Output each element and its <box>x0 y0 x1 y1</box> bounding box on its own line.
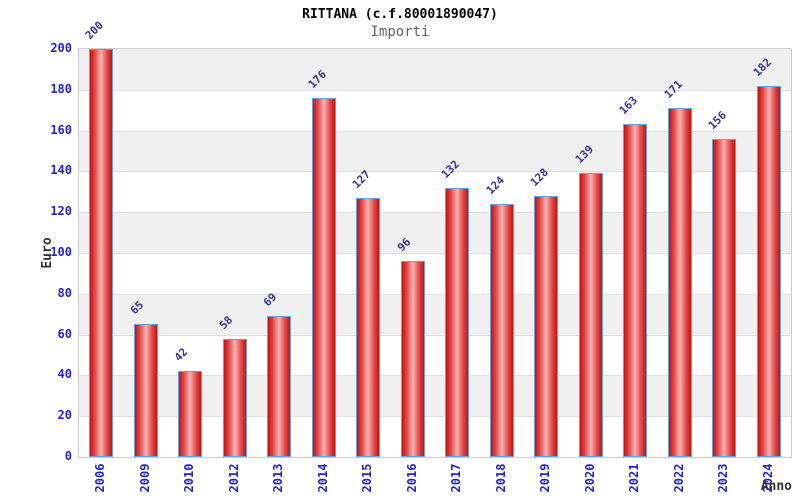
x-tick-label: 2013 <box>271 463 285 493</box>
y-tick-label: 40 <box>57 367 72 381</box>
chart-title: RITTANA (c.f.80001890047) <box>302 7 498 22</box>
plot-band <box>79 49 791 90</box>
y-tick-label: 100 <box>50 245 72 259</box>
gridline <box>79 212 791 214</box>
gridline <box>79 293 791 295</box>
bar <box>178 371 202 457</box>
y-tick-label: 140 <box>50 163 72 177</box>
gridline <box>79 375 791 377</box>
x-tick-label: 2015 <box>360 463 374 493</box>
bar <box>401 261 425 457</box>
x-tick-label: 2012 <box>227 463 241 493</box>
bar <box>490 204 514 457</box>
plot-area <box>78 48 792 458</box>
x-tick-label: 2021 <box>627 463 641 493</box>
gridline <box>79 130 791 132</box>
bar <box>356 198 380 457</box>
y-tick-label: 160 <box>50 123 72 137</box>
x-tick-label: 2014 <box>316 463 330 493</box>
y-tick-label: 20 <box>57 408 72 422</box>
bar <box>534 196 558 457</box>
bar <box>712 139 736 457</box>
y-tick-label: 60 <box>57 327 72 341</box>
y-tick-label: 0 <box>64 449 72 463</box>
gridline <box>79 89 791 91</box>
gridline <box>79 416 791 418</box>
x-tick-label: 2018 <box>494 463 508 493</box>
bar <box>312 98 336 457</box>
x-tick-label: 2019 <box>538 463 552 493</box>
x-tick-label: 2023 <box>716 463 730 493</box>
y-tick-label: 180 <box>50 82 72 96</box>
bar <box>134 324 158 457</box>
x-tick-label: 2022 <box>672 463 686 493</box>
bar <box>668 108 692 457</box>
y-tick-label: 120 <box>50 204 72 218</box>
y-tick-label: 80 <box>57 286 72 300</box>
gridline <box>79 253 791 254</box>
x-tick-label: 2010 <box>182 463 196 493</box>
bar <box>623 124 647 457</box>
bar <box>89 49 113 457</box>
x-tick-label: 2006 <box>93 463 107 493</box>
gridline <box>79 171 791 173</box>
x-tick-label: 2020 <box>583 463 597 493</box>
bar <box>267 316 291 457</box>
y-tick-label: 200 <box>50 41 72 55</box>
x-tick-label: 2009 <box>138 463 152 493</box>
x-axis-title: Anno <box>760 479 792 494</box>
bar <box>579 173 603 457</box>
bar <box>757 86 781 457</box>
bar <box>445 188 469 457</box>
x-tick-label: 2017 <box>449 463 463 493</box>
x-tick-label: 2016 <box>405 463 419 493</box>
bar <box>223 339 247 457</box>
chart-subtitle: Importi <box>370 24 430 40</box>
gridline <box>79 334 791 336</box>
